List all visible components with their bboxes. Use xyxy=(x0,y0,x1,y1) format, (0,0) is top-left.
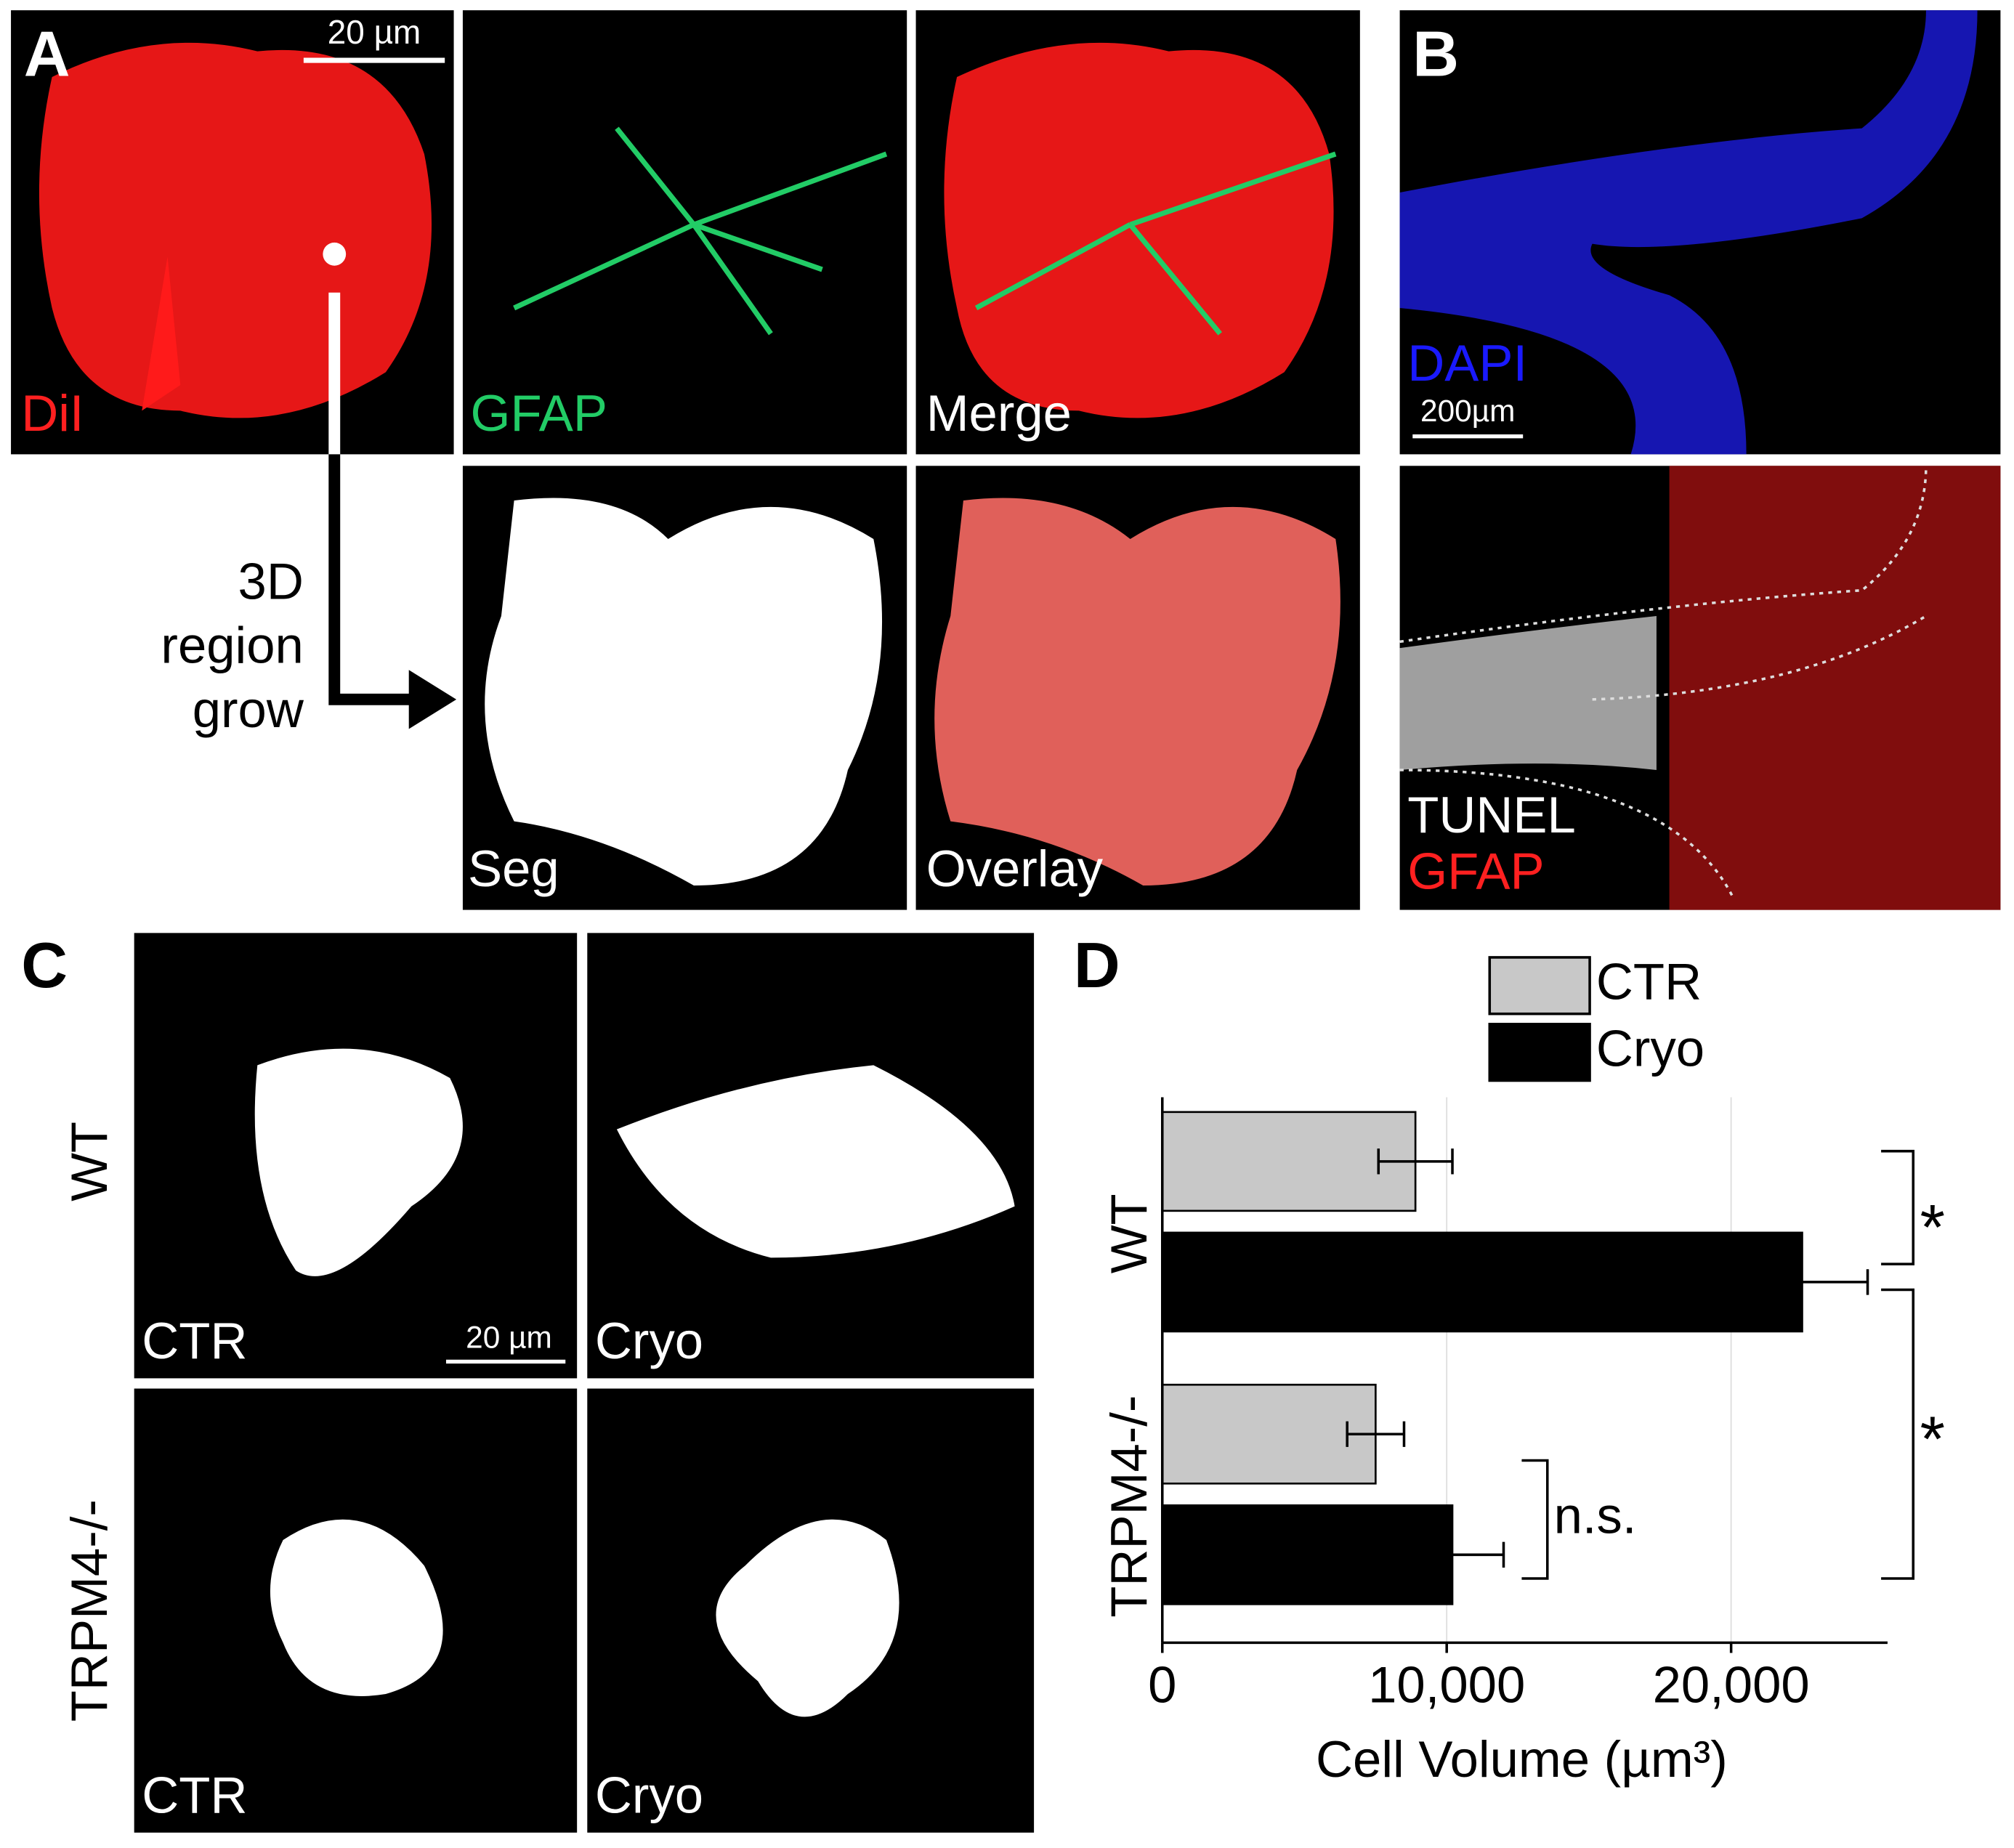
image-gfap xyxy=(462,10,907,455)
arrow-head xyxy=(408,670,457,729)
annotation: * xyxy=(1920,1403,1945,1475)
merge-cell xyxy=(944,42,1334,418)
legend-label: CTR xyxy=(1596,952,1702,1010)
row-label: TRPM4-/- xyxy=(60,1499,118,1722)
annotation: * xyxy=(1920,1191,1945,1263)
bracket xyxy=(1881,1149,1915,1265)
process-label: 3D xyxy=(238,552,304,609)
legend-label: Cryo xyxy=(1596,1019,1704,1077)
category-label: WT xyxy=(1100,1194,1157,1273)
gfap-cell xyxy=(513,126,888,336)
channel-label: TUNEL xyxy=(1407,786,1576,843)
bracket xyxy=(1881,1288,1915,1580)
seg-cell xyxy=(485,498,883,885)
panel-label: D xyxy=(1074,929,1120,1001)
scale-label: 20 µm xyxy=(466,1321,552,1355)
cell-label: CTR xyxy=(142,1312,247,1369)
cell-ko-cryo xyxy=(716,1519,899,1717)
legend-swatch xyxy=(1488,956,1591,1016)
x-tick-label: 10,000 xyxy=(1368,1656,1525,1714)
channel-label: DiI xyxy=(21,384,84,442)
x-tick-label: 0 xyxy=(1148,1656,1176,1714)
process-label: region xyxy=(161,617,303,674)
panel-label: C xyxy=(21,929,68,1001)
gfap-tissue xyxy=(1669,466,2001,910)
seed-point xyxy=(323,242,347,266)
channel-label: Merge xyxy=(926,384,1072,442)
cell-wt-ctr xyxy=(254,1048,463,1276)
x-axis-label: Cell Volume (µm³) xyxy=(1316,1730,1728,1788)
bracket xyxy=(1521,1459,1549,1580)
error-bar xyxy=(1346,1421,1406,1447)
error-bar xyxy=(1735,1269,1869,1295)
x-tick-label: 20,000 xyxy=(1653,1656,1810,1714)
cell-label: Cryo xyxy=(595,1312,703,1369)
cell-wt-cryo xyxy=(616,1065,1015,1258)
channel-label: Overlay xyxy=(926,840,1104,897)
channel-label: Seg xyxy=(468,840,559,897)
legend-swatch xyxy=(1488,1023,1591,1082)
merge-gfap xyxy=(974,151,1337,336)
scale-label: 20 µm xyxy=(328,13,421,51)
bar xyxy=(1161,1383,1377,1485)
bar xyxy=(1161,1231,1803,1333)
arrow xyxy=(328,454,412,705)
outline xyxy=(1399,466,1928,899)
channel-label: DAPI xyxy=(1407,334,1527,392)
dil-cell xyxy=(39,42,432,418)
channel-label: GFAP xyxy=(471,384,607,442)
overlay-cell xyxy=(934,498,1340,885)
annotation: n.s. xyxy=(1554,1486,1637,1544)
channel-label: GFAP xyxy=(1407,843,1544,900)
error-bar xyxy=(1377,1148,1454,1175)
tunel-signal xyxy=(1399,616,1657,770)
process-label: grow xyxy=(193,681,304,738)
error-bar xyxy=(1399,1541,1505,1568)
category-label: TRPM4-/- xyxy=(1100,1395,1157,1618)
scale-label: 200µm xyxy=(1420,394,1515,428)
cell-label: CTR xyxy=(142,1767,247,1824)
panel-label: A xyxy=(24,18,70,90)
dapi-tissue xyxy=(1399,10,1978,455)
panel-label: B xyxy=(1412,18,1459,90)
cell-ko-ctr xyxy=(270,1519,443,1696)
row-label: WT xyxy=(60,1122,118,1201)
cell-label: Cryo xyxy=(595,1767,703,1824)
